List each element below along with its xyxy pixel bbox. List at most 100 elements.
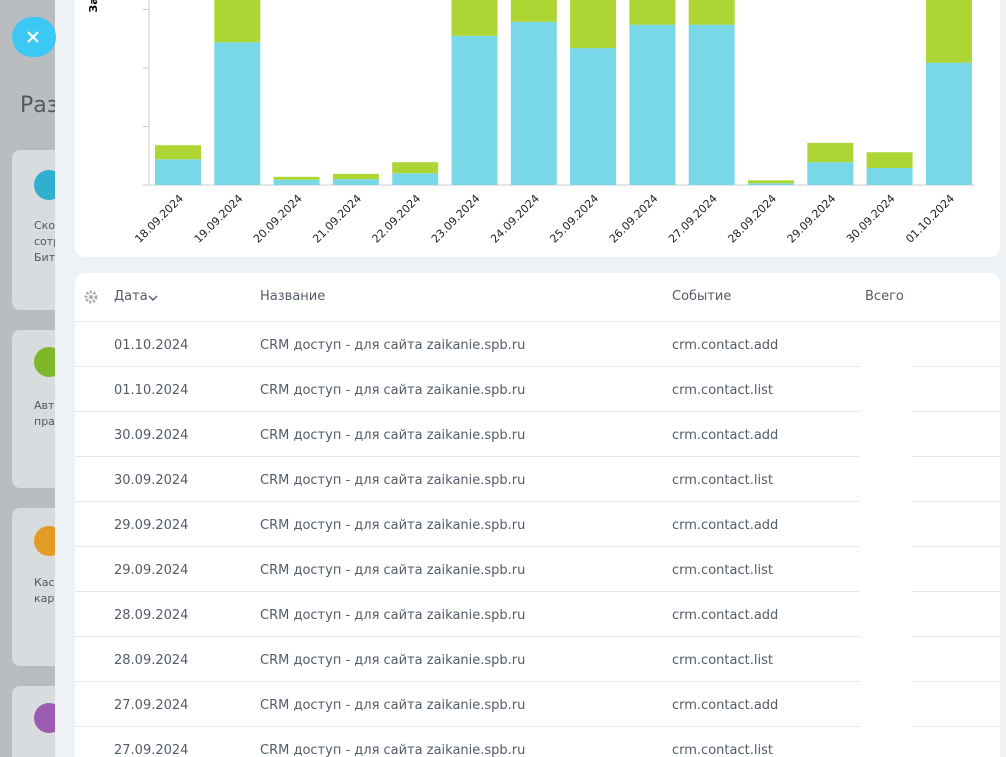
column-header: Всего <box>865 289 904 304</box>
x-tick-label: 18.09.2024 <box>132 192 186 246</box>
bar-segment <box>155 145 201 160</box>
table-cell: crm.contact.add <box>672 338 779 353</box>
chart-card: За 18.09.2024 19.09.2024 20.09.2024 21.09.2… <box>75 0 1000 257</box>
table-cell: crm.contact.add <box>672 698 779 713</box>
bar-segment <box>866 152 913 169</box>
slider-panel: За 18.09.2024 19.09.2024 20.09.2024 21.09.2… <box>55 0 1006 757</box>
close-button[interactable] <box>12 17 56 57</box>
x-tick-label: 01.10.2024 <box>903 192 957 246</box>
table-cell: 29.09.2024 <box>114 563 189 578</box>
row-separator <box>75 546 860 547</box>
table-cell: CRM доступ - для сайта zaikanie.spb.ru <box>260 698 526 713</box>
bar-segment <box>392 162 439 174</box>
settings-icon[interactable] <box>84 290 98 304</box>
bar-segment <box>510 21 557 185</box>
bar-segment <box>332 173 379 180</box>
bar-segment <box>807 162 854 185</box>
table-cell: 30.09.2024 <box>114 473 189 488</box>
bar-segment <box>451 0 498 36</box>
row-separator <box>912 726 1000 727</box>
table-cell: CRM доступ - для сайта zaikanie.spb.ru <box>260 518 526 533</box>
bar-segment <box>807 142 854 163</box>
x-tick-label: 27.09.2024 <box>666 192 720 246</box>
table-cell: crm.contact.list <box>672 383 773 398</box>
x-tick-label: 21.09.2024 <box>310 192 364 246</box>
bar-segment <box>925 62 972 185</box>
row-separator <box>75 681 860 682</box>
x-tick-label: 19.09.2024 <box>192 192 246 246</box>
table-cell: CRM доступ - для сайта zaikanie.spb.ru <box>260 473 526 488</box>
bar-segment <box>688 24 735 186</box>
bar-segment <box>570 48 617 185</box>
close-icon <box>27 31 39 43</box>
table-cell: crm.contact.list <box>672 473 773 488</box>
bar-segment <box>748 183 794 185</box>
table-cell: CRM доступ - для сайта zaikanie.spb.ru <box>260 743 526 757</box>
card-text: Каст карт <box>34 576 62 605</box>
table-cell: 27.09.2024 <box>114 743 189 757</box>
x-tick-label: 26.09.2024 <box>607 192 661 246</box>
row-separator <box>912 546 1000 547</box>
table-cell: 27.09.2024 <box>114 698 189 713</box>
table-cell: 28.09.2024 <box>114 653 189 668</box>
table-cell: CRM доступ - для сайта zaikanie.spb.ru <box>260 338 526 353</box>
x-tick-label: 23.09.2024 <box>429 192 483 246</box>
sort-chevron[interactable] <box>148 295 158 303</box>
x-tick-label: 24.09.2024 <box>488 192 542 246</box>
bar-segment <box>214 42 261 186</box>
x-tick-label: 22.09.2024 <box>370 192 424 246</box>
column-header: Событие <box>672 289 732 304</box>
x-tick-label: 25.09.2024 <box>547 192 601 246</box>
bar-segment <box>925 0 972 63</box>
row-separator <box>75 726 860 727</box>
row-separator <box>75 591 860 592</box>
bar-segment <box>392 173 439 185</box>
row-separator <box>912 681 1000 682</box>
x-tick-label: 20.09.2024 <box>251 192 305 246</box>
table-cell: crm.contact.list <box>672 653 773 668</box>
bar-segment <box>332 179 379 185</box>
table-cell: CRM доступ - для сайта zaikanie.spb.ru <box>260 383 526 398</box>
y-axis-label: За <box>87 0 100 13</box>
column-header: Название <box>260 289 326 304</box>
table-cell: CRM доступ - для сайта zaikanie.spb.ru <box>260 563 526 578</box>
row-separator <box>912 366 1000 367</box>
card-text: Авто пра <box>34 399 62 428</box>
column-header: Дата <box>114 289 148 304</box>
table-cell: CRM доступ - для сайта zaikanie.spb.ru <box>260 653 526 668</box>
bar-segment <box>748 180 794 184</box>
row-separator <box>912 591 1000 592</box>
table-cell: 01.10.2024 <box>114 383 189 398</box>
table-cell: crm.contact.add <box>672 608 779 623</box>
bar-segment <box>629 24 676 186</box>
bar-segment <box>155 159 201 185</box>
table-cell: CRM доступ - для сайта zaikanie.spb.ru <box>260 428 526 443</box>
row-separator <box>75 321 1000 322</box>
chart: За 18.09.2024 19.09.2024 20.09.2024 21.09.2… <box>87 0 975 246</box>
table-cell: 30.09.2024 <box>114 428 189 443</box>
table-cell: 29.09.2024 <box>114 518 189 533</box>
table-cell: crm.contact.list <box>672 743 773 757</box>
x-tick-label: 29.09.2024 <box>785 192 839 246</box>
table-cell: crm.contact.add <box>672 518 779 533</box>
row-separator <box>75 411 860 412</box>
bar-segment <box>451 35 498 186</box>
table-cell: 28.09.2024 <box>114 608 189 623</box>
table-cell: crm.contact.add <box>672 428 779 443</box>
row-separator <box>75 501 860 502</box>
bar-segment <box>866 168 913 185</box>
row-separator <box>912 411 1000 412</box>
row-separator <box>912 636 1000 637</box>
row-separator <box>912 456 1000 457</box>
bar-segment <box>273 176 320 180</box>
backdrop-heading: Раз <box>20 93 59 118</box>
bar-segment <box>629 0 676 25</box>
row-separator <box>912 501 1000 502</box>
x-tick-label: 30.09.2024 <box>844 192 898 246</box>
table-cell: crm.contact.list <box>672 563 773 578</box>
bar-segment <box>688 0 735 25</box>
bar-segment <box>273 179 320 185</box>
row-separator <box>75 456 860 457</box>
table-card[interactable]: Дата Название Событие Всего 01.10.2024 CRM д… <box>75 273 1000 757</box>
